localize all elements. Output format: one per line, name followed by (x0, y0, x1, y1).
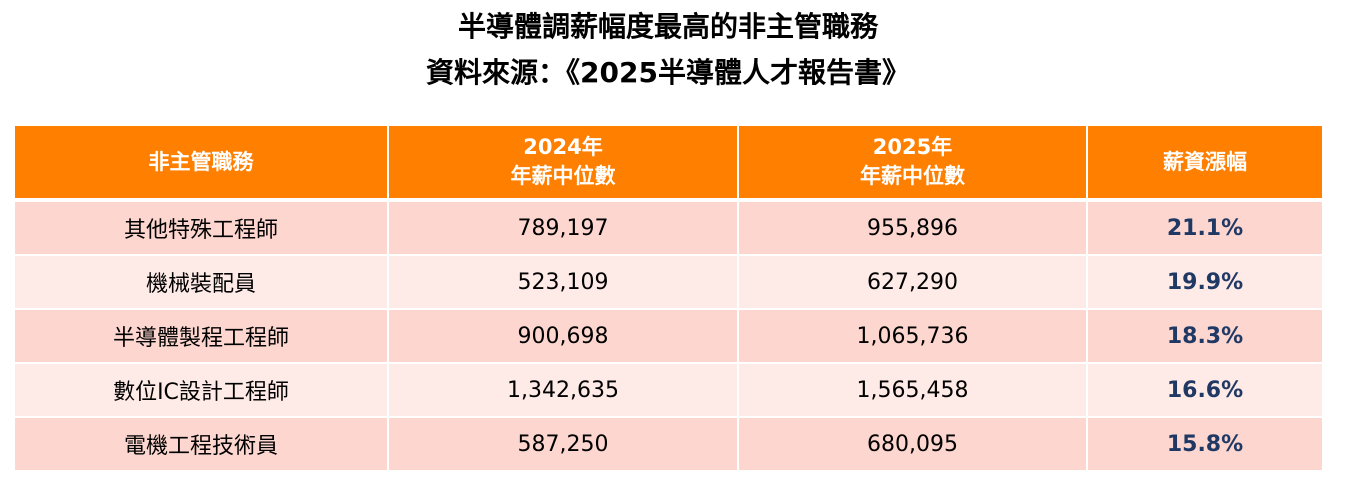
header-role: 非主管職務 (15, 126, 389, 202)
cell-2024-median: 523,109 (388, 255, 739, 310)
table-row: 半導體製程工程師 900,698 1,065,736 18.3% (15, 309, 1322, 364)
header-2024-year: 2024年 (523, 135, 603, 159)
cell-2025-median: 627,290 (738, 255, 1088, 310)
cell-2025-median: 955,896 (738, 200, 1088, 256)
cell-role: 機械裝配員 (15, 255, 389, 310)
header-2025-label: 年薪中位數 (860, 164, 965, 188)
cell-raise: 21.1% (1087, 200, 1322, 256)
cell-role: 其他特殊工程師 (15, 200, 389, 256)
cell-2024-median: 789,197 (388, 200, 739, 256)
table-row: 其他特殊工程師 789,197 955,896 21.1% (15, 200, 1322, 256)
cell-role: 電機工程技術員 (15, 417, 389, 472)
header-2024-median: 2024年 年薪中位數 (388, 126, 739, 202)
header-2025-year: 2025年 (872, 135, 953, 159)
cell-2025-median: 1,065,736 (738, 309, 1088, 364)
cell-2025-median: 1,565,458 (738, 363, 1088, 418)
page-title: 半導體調薪幅度最高的非主管職務 (457, 10, 878, 43)
cell-raise: 19.9% (1087, 255, 1322, 310)
header-raise: 薪資漲幅 (1087, 126, 1322, 202)
page-subtitle-source: 資料來源：《2025半導體人才報告書》 (426, 56, 910, 89)
header-raise-label: 薪資漲幅 (1163, 149, 1247, 174)
cell-role: 半導體製程工程師 (15, 309, 389, 364)
cell-raise: 15.8% (1087, 417, 1322, 472)
salary-table: 非主管職務 2024年 年薪中位數 2025年 年薪中位數 薪資漲幅 其他特殊工… (15, 126, 1322, 472)
cell-2025-median: 680,095 (738, 417, 1088, 472)
table-header-row: 非主管職務 2024年 年薪中位數 2025年 年薪中位數 薪資漲幅 (15, 126, 1322, 202)
header-role-label: 非主管職務 (148, 149, 254, 174)
cell-raise: 18.3% (1087, 309, 1322, 364)
cell-role: 數位IC設計工程師 (15, 363, 389, 418)
cell-raise: 16.6% (1087, 363, 1322, 418)
cell-2024-median: 1,342,635 (388, 363, 739, 418)
table-row: 數位IC設計工程師 1,342,635 1,565,458 16.6% (15, 363, 1322, 418)
cell-2024-median: 900,698 (388, 309, 739, 364)
table-row: 機械裝配員 523,109 627,290 19.9% (15, 255, 1322, 310)
header-2024-label: 年薪中位數 (510, 164, 616, 188)
cell-2024-median: 587,250 (388, 417, 739, 472)
header-2025-median: 2025年 年薪中位數 (738, 126, 1088, 202)
table-row: 電機工程技術員 587,250 680,095 15.8% (15, 417, 1322, 472)
